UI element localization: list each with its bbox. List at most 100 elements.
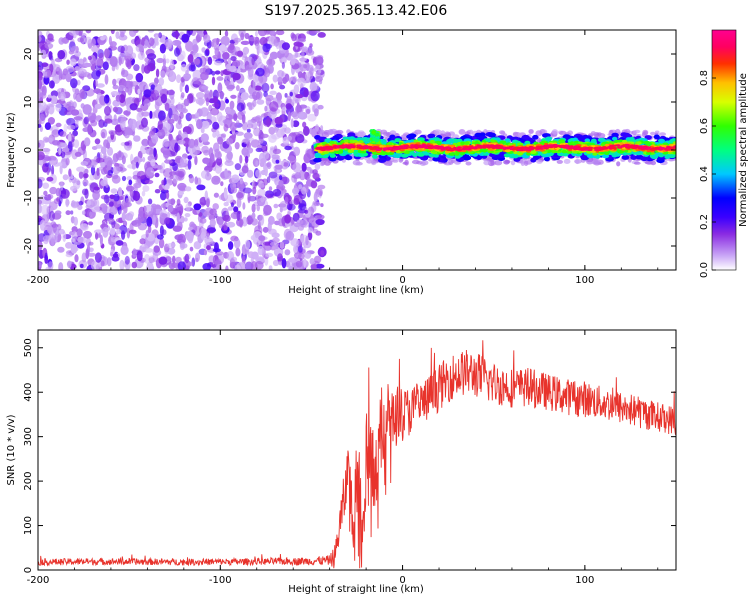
heatmap-cell — [49, 160, 57, 166]
heatmap-cell — [293, 252, 302, 259]
heatmap-cell — [285, 103, 292, 110]
heatmap-cell — [242, 46, 250, 55]
heatmap-cell — [263, 241, 272, 246]
heatmap-cell — [206, 198, 210, 208]
heatmap-cell — [268, 171, 278, 179]
heatmap-cell — [87, 199, 92, 206]
heatmap-cell — [227, 206, 234, 211]
heatmap-cell — [46, 176, 54, 182]
heatmap-cell — [561, 149, 567, 154]
heatmap-cell — [223, 201, 229, 207]
heatmap-cell — [405, 150, 410, 154]
heatmap-cell — [281, 57, 288, 64]
heatmap-cell — [170, 97, 175, 105]
heatmap-cell — [315, 64, 320, 70]
heatmap-cell — [49, 210, 55, 222]
heatmap-cell — [314, 76, 323, 82]
heatmap-cell — [510, 160, 516, 166]
heatmap-cell — [464, 141, 470, 145]
heatmap-cell — [154, 84, 163, 94]
heatmap-cell — [268, 126, 276, 135]
heatmap-cell — [82, 104, 92, 115]
heatmap-cell — [52, 75, 61, 84]
heatmap-cell — [151, 133, 159, 144]
heatmap-cell — [123, 110, 131, 116]
heatmap-cell — [82, 127, 89, 132]
heatmap-cell — [60, 188, 70, 199]
heatmap-cell — [168, 198, 176, 205]
heatmap-cell — [47, 94, 52, 99]
heatmap-cell — [55, 187, 62, 197]
heatmap-cell — [211, 76, 216, 86]
heatmap-cell — [592, 152, 598, 156]
heatmap-cell — [63, 123, 68, 133]
heatmap-cell — [178, 191, 184, 196]
heatmap-cell — [225, 265, 229, 270]
heatmap-cell — [58, 145, 62, 156]
heatmap-cell — [114, 162, 120, 168]
heatmap-cell — [95, 232, 99, 240]
heatmap-cell — [192, 145, 201, 156]
heatmap-cell — [174, 170, 183, 177]
heatmap-cell — [59, 131, 67, 137]
heatmap-cell — [290, 238, 300, 247]
heatmap-cell — [118, 94, 126, 104]
heatmap-cell — [315, 218, 325, 226]
heatmap-cell — [460, 141, 466, 145]
heatmap-cell — [215, 156, 223, 166]
heatmap-cell — [51, 129, 60, 138]
heatmap-cell — [297, 203, 306, 211]
heatmap-cell — [246, 102, 253, 108]
heatmap-cell — [110, 118, 119, 126]
heatmap-cell — [91, 161, 97, 168]
heatmap-cell — [80, 161, 89, 166]
heatmap-cell — [141, 190, 146, 197]
heatmap-cell — [266, 161, 272, 170]
heatmap-cell — [521, 134, 530, 140]
heatmap-cell — [195, 257, 199, 263]
heatmap-cell — [164, 183, 170, 190]
heatmap-cell — [68, 168, 72, 177]
heatmap-cell — [352, 159, 361, 166]
heatmap-cell — [293, 146, 301, 156]
heatmap-cell — [85, 30, 92, 34]
heatmap-cell — [147, 198, 153, 205]
heatmap-cell — [313, 262, 317, 270]
heatmap-cell — [243, 132, 253, 140]
heatmap-cell — [217, 82, 223, 94]
heatmap-cell — [315, 263, 325, 269]
heatmap-cell — [343, 139, 349, 144]
heatmap-cell — [159, 212, 166, 224]
heatmap-cell — [120, 245, 129, 255]
heatmap-cell — [236, 197, 242, 208]
heatmap-cell — [258, 183, 265, 188]
heatmap-cell — [193, 241, 202, 250]
heatmap-cell — [319, 160, 325, 167]
heatmap-cell — [242, 202, 246, 210]
heatmap-cell — [630, 155, 637, 160]
heatmap-cell — [153, 147, 157, 158]
heatmap-cell — [139, 238, 146, 245]
heatmap-cell — [93, 186, 100, 191]
heatmap-cell — [230, 94, 237, 99]
heatmap-cell — [84, 137, 91, 147]
heatmap-cell — [427, 133, 436, 139]
heatmap-cell — [380, 151, 386, 156]
heatmap-cell — [73, 116, 83, 121]
heatmap-cell — [47, 69, 52, 78]
heatmap-cell — [303, 126, 310, 136]
heatmap-cell — [119, 259, 125, 270]
heatmap-cell — [295, 94, 304, 99]
heatmap-cell — [83, 57, 87, 62]
heatmap-cell — [633, 129, 641, 134]
heatmap-cell — [175, 121, 183, 130]
heatmap-cell — [236, 191, 244, 199]
heatmap-cell — [257, 245, 264, 256]
heatmap-cell — [251, 121, 258, 130]
heatmap-cell — [433, 137, 441, 142]
heatmap-cell — [48, 80, 55, 89]
heatmap-cell — [412, 152, 418, 157]
heatmap-cell — [109, 206, 118, 215]
heatmap-cell — [143, 98, 151, 108]
heatmap-cell — [270, 83, 274, 90]
